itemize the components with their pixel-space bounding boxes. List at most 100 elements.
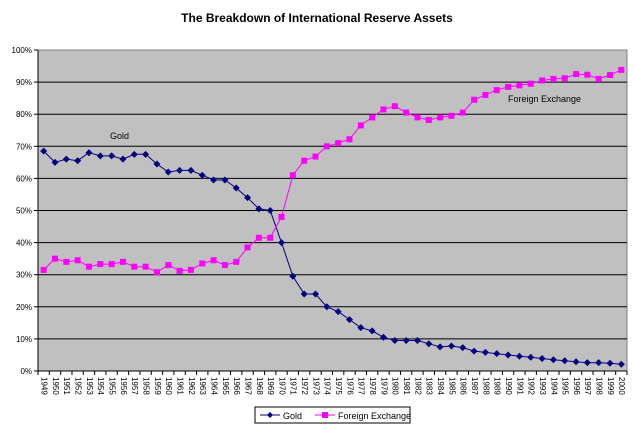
data-point-gold bbox=[493, 350, 501, 358]
x-tick-label: 1955 bbox=[108, 377, 117, 395]
legend-fx-marker bbox=[322, 412, 328, 418]
data-point-gold bbox=[85, 149, 93, 157]
x-tick-label: 1959 bbox=[153, 377, 162, 395]
data-point-fx bbox=[85, 263, 92, 270]
data-point-fx bbox=[165, 262, 172, 269]
data-point-fx bbox=[131, 263, 138, 270]
data-point-gold bbox=[289, 272, 297, 280]
data-point-fx bbox=[97, 261, 104, 268]
x-tick-label: 1975 bbox=[334, 377, 343, 395]
y-tick-label: 10% bbox=[16, 335, 32, 344]
data-point-fx bbox=[176, 267, 183, 274]
x-tick-label: 1991 bbox=[515, 377, 524, 395]
data-point-gold bbox=[312, 290, 320, 298]
x-tick-label: 1974 bbox=[323, 377, 332, 395]
x-tick-label: 1979 bbox=[379, 377, 388, 395]
data-point-fx bbox=[323, 143, 330, 150]
data-point-fx bbox=[51, 255, 58, 262]
x-tick-label: 1980 bbox=[391, 377, 400, 395]
data-point-fx bbox=[380, 106, 387, 113]
data-point-gold bbox=[221, 176, 229, 184]
data-point-fx bbox=[301, 157, 308, 164]
data-point-gold bbox=[232, 184, 240, 192]
x-tick-label: 1949 bbox=[40, 377, 49, 395]
x-tick-label: 1984 bbox=[436, 377, 445, 395]
data-point-fx bbox=[437, 114, 444, 121]
data-point-fx bbox=[493, 87, 500, 94]
legend-gold-label: Gold bbox=[283, 411, 302, 421]
data-point-fx bbox=[255, 234, 262, 241]
x-tick-label: 1998 bbox=[595, 377, 604, 395]
data-point-gold bbox=[210, 176, 218, 184]
y-tick-label: 90% bbox=[16, 78, 32, 87]
data-point-gold bbox=[130, 150, 138, 158]
data-point-gold bbox=[527, 353, 535, 361]
data-point-gold bbox=[51, 158, 59, 166]
data-point-gold bbox=[96, 152, 104, 160]
data-point-gold bbox=[413, 337, 421, 345]
data-point-fx bbox=[187, 266, 194, 273]
data-point-gold bbox=[595, 359, 603, 367]
data-point-fx bbox=[142, 263, 149, 270]
data-point-fx bbox=[357, 122, 364, 129]
data-point-fx bbox=[108, 261, 115, 268]
x-tick-label: 1995 bbox=[561, 377, 570, 395]
data-point-fx bbox=[482, 91, 489, 98]
data-point-fx bbox=[63, 258, 70, 265]
y-tick-label: 30% bbox=[16, 271, 32, 280]
data-point-fx bbox=[471, 96, 478, 103]
annotation-foreign-exchange: Foreign Exchange bbox=[508, 94, 581, 104]
x-tick-label: 1952 bbox=[74, 377, 83, 395]
x-tick-label: 1960 bbox=[164, 377, 173, 395]
data-point-fx bbox=[561, 75, 568, 82]
data-point-fx bbox=[312, 153, 319, 160]
data-point-gold bbox=[436, 343, 444, 351]
x-tick-label: 1997 bbox=[583, 377, 592, 395]
data-point-fx bbox=[527, 80, 534, 87]
x-tick-label: 1967 bbox=[243, 377, 252, 395]
x-tick-label: 1992 bbox=[527, 377, 536, 395]
data-point-gold bbox=[244, 194, 252, 202]
data-point-fx bbox=[391, 103, 398, 110]
data-point-fx bbox=[199, 260, 206, 267]
data-point-fx bbox=[210, 257, 217, 264]
x-tick-label: 1963 bbox=[198, 377, 207, 395]
data-point-fx bbox=[335, 140, 342, 147]
x-tick-label: 1977 bbox=[357, 377, 366, 395]
data-point-gold bbox=[176, 166, 184, 174]
data-point-gold bbox=[164, 168, 172, 176]
x-tick-label: 1973 bbox=[311, 377, 320, 395]
x-tick-label: 1954 bbox=[96, 377, 105, 395]
y-tick-label: 80% bbox=[16, 110, 32, 119]
x-tick-label: 1989 bbox=[493, 377, 502, 395]
data-point-gold bbox=[74, 157, 82, 165]
data-point-gold bbox=[606, 359, 614, 367]
data-point-gold bbox=[391, 337, 399, 345]
data-point-fx bbox=[414, 114, 421, 121]
data-point-fx bbox=[233, 258, 240, 265]
data-point-fx bbox=[607, 72, 614, 79]
x-tick-label: 1985 bbox=[447, 377, 456, 395]
x-tick-label: 1986 bbox=[459, 377, 468, 395]
data-point-fx bbox=[584, 71, 591, 78]
x-tick-label: 1996 bbox=[572, 377, 581, 395]
data-point-gold bbox=[538, 354, 546, 362]
data-point-fx bbox=[573, 71, 580, 78]
data-point-gold bbox=[108, 152, 116, 160]
data-point-gold bbox=[300, 290, 308, 298]
data-point-fx bbox=[448, 112, 455, 119]
x-tick-label: 1950 bbox=[51, 377, 60, 395]
data-point-gold bbox=[323, 303, 331, 311]
data-point-gold bbox=[334, 308, 342, 316]
data-point-fx bbox=[221, 262, 228, 269]
x-tick-label: 1972 bbox=[300, 377, 309, 395]
data-point-gold bbox=[617, 360, 625, 368]
x-tick-label: 1981 bbox=[402, 377, 411, 395]
x-tick-label: 2000 bbox=[617, 377, 626, 395]
x-tick-label: 1987 bbox=[470, 377, 479, 395]
y-tick-label: 60% bbox=[16, 174, 32, 183]
data-point-gold bbox=[583, 359, 591, 367]
x-tick-label: 1961 bbox=[175, 377, 184, 395]
data-point-gold bbox=[278, 239, 286, 247]
